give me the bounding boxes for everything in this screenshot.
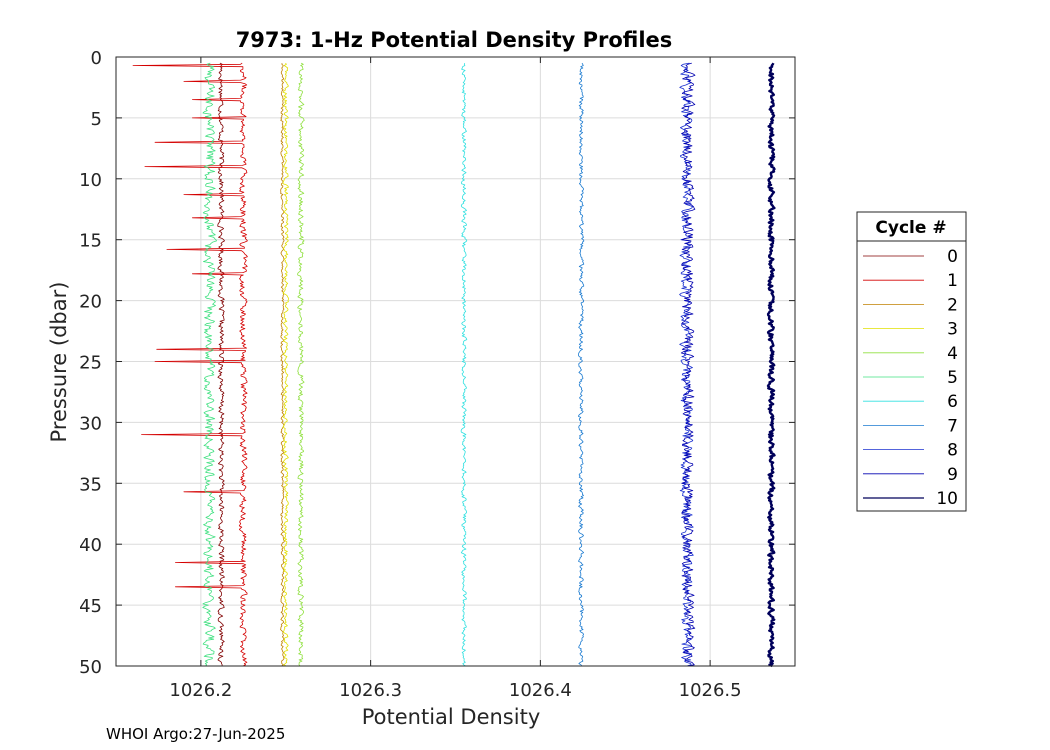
- series-line-cycle-6: [460, 63, 468, 667]
- y-tick-label: 5: [91, 109, 102, 130]
- series-line-cycle-3: [282, 62, 289, 667]
- x-tick-label: 1026.3: [339, 680, 402, 701]
- legend-label-cycle-5: 5: [947, 368, 958, 388]
- legend: Cycle # 0 1 2 3 4 5 6 7 8 9 10: [856, 211, 967, 512]
- legend-label-cycle-4: 4: [947, 344, 958, 364]
- series-line-cycle-0: [217, 62, 225, 667]
- legend-label-cycle-0: 0: [947, 247, 958, 267]
- legend-label-cycle-6: 6: [947, 392, 958, 412]
- x-axis-label: Potential Density: [362, 705, 541, 729]
- series-line-cycle-8: [679, 62, 694, 667]
- legend-entries: 0 1 2 3 4 5 6 7 8 9 10: [863, 247, 958, 509]
- legend-label-cycle-10: 10: [936, 489, 958, 509]
- y-tick-label: 25: [79, 353, 102, 374]
- y-tick-label: 15: [79, 231, 102, 252]
- y-tick-label: 35: [79, 474, 102, 495]
- series-line-cycle-9: [680, 62, 696, 667]
- footer-credit: WHOI Argo:27-Jun-2025: [106, 725, 286, 743]
- legend-box: [856, 211, 967, 512]
- y-tick-label: 40: [79, 535, 102, 556]
- chart-title: 7973: 1-Hz Potential Density Profiles: [236, 28, 673, 52]
- series-layer: [132, 62, 776, 668]
- legend-title: Cycle #: [875, 218, 946, 238]
- y-axis-label: Pressure (dbar): [47, 282, 71, 443]
- series-line-cycle-10: [766, 62, 776, 668]
- legend-label-cycle-3: 3: [947, 320, 958, 340]
- y-tick-label: 20: [79, 292, 102, 313]
- series-line-cycle-2: [280, 63, 285, 667]
- series-line-cycle-1: [132, 62, 248, 667]
- series-line-cycle-4: [297, 62, 305, 667]
- y-tick-label: 50: [79, 657, 102, 678]
- series-line-cycle-5: [202, 62, 218, 667]
- y-tick-label: 45: [79, 596, 102, 617]
- x-tick-label: 1026.5: [679, 680, 742, 701]
- axis-ticks: 1026.2 1026.3 1026.4 1026.5 0 5 10 15 20 25 30 35 40…: [79, 48, 795, 701]
- legend-label-cycle-2: 2: [947, 295, 958, 315]
- x-tick-label: 1026.4: [509, 680, 572, 701]
- y-tick-label: 0: [91, 48, 102, 69]
- legend-label-cycle-1: 1: [947, 271, 958, 291]
- x-tick-label: 1026.2: [169, 680, 232, 701]
- y-tick-label: 10: [79, 170, 102, 191]
- legend-label-cycle-7: 7: [947, 416, 958, 436]
- legend-label-cycle-8: 8: [947, 441, 958, 461]
- y-tick-label: 30: [79, 413, 102, 434]
- series-line-cycle-7: [578, 62, 585, 667]
- legend-label-cycle-9: 9: [947, 465, 958, 485]
